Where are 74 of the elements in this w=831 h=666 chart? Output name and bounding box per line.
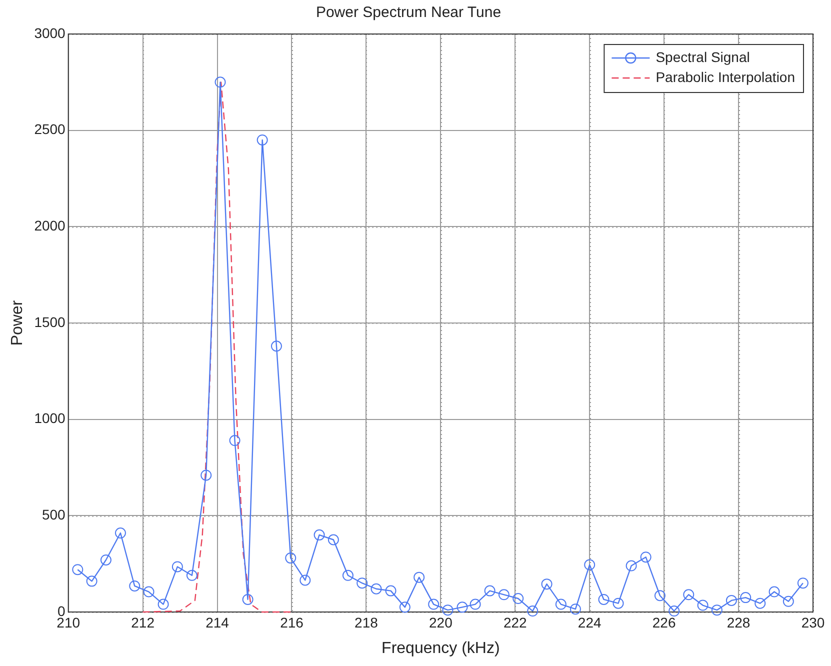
point [186, 570, 198, 581]
point [214, 76, 226, 88]
y-tick-label: 1000 [34, 410, 66, 426]
point [114, 528, 126, 539]
point [385, 585, 396, 596]
x-tick-label: 212 [131, 614, 155, 630]
x-tick-label: 220 [428, 614, 453, 630]
point [754, 598, 766, 609]
point [584, 559, 596, 570]
x-tick-label: 218 [354, 614, 378, 630]
point [640, 552, 652, 563]
point [740, 592, 752, 604]
point [782, 596, 794, 607]
y-tick-label: 1500 [34, 314, 66, 330]
point [72, 564, 84, 576]
point [512, 593, 524, 604]
point [242, 594, 254, 605]
x-tick-label: 230 [801, 614, 825, 630]
point [498, 589, 510, 600]
chart-title: Power Spectrum Near Tune [316, 4, 502, 22]
point [768, 586, 780, 598]
point [697, 600, 708, 611]
point [414, 572, 425, 583]
point [456, 602, 468, 613]
point [668, 606, 680, 617]
point [370, 583, 382, 594]
y-tick-label: 2000 [34, 218, 66, 234]
point [442, 604, 454, 616]
point [129, 580, 140, 592]
point [428, 598, 440, 610]
point [229, 435, 240, 446]
y-tick-label: 3000 [34, 24, 66, 41]
point [527, 606, 538, 617]
point [172, 561, 183, 572]
legend-label: Parabolic Interpolation [656, 68, 796, 85]
x-tick-label: 222 [503, 614, 528, 630]
point [541, 578, 552, 590]
point [158, 598, 169, 610]
point [570, 604, 581, 615]
point [86, 576, 98, 587]
point [711, 604, 722, 616]
point [399, 602, 410, 613]
point [314, 529, 325, 540]
point [300, 574, 311, 586]
point [356, 578, 368, 589]
point [726, 594, 737, 606]
point [555, 598, 566, 610]
point [484, 585, 496, 596]
x-tick-label: 214 [206, 614, 230, 630]
point [342, 570, 354, 581]
y-tick-label: 2500 [34, 121, 66, 138]
x-tick-label: 228 [726, 614, 750, 630]
point [270, 340, 282, 352]
point [683, 589, 694, 600]
point [626, 560, 637, 572]
x-tick-label: 216 [280, 614, 304, 630]
point [328, 534, 339, 546]
x-tick-label: 224 [578, 614, 602, 630]
y-tick-label: 0 [58, 602, 66, 619]
point [654, 590, 666, 602]
point [200, 470, 212, 481]
point [470, 598, 481, 610]
y-tick-label: 500 [42, 506, 66, 523]
point [100, 554, 112, 566]
legend-label: Spectral Signal [656, 48, 750, 65]
point [598, 594, 610, 605]
y-axis-title: Power [9, 300, 26, 346]
point [285, 552, 296, 564]
x-axis-title: Frequency (kHz) [382, 640, 500, 657]
x-tick-label: 226 [652, 614, 676, 630]
point [797, 578, 808, 589]
point [143, 586, 154, 598]
point [612, 598, 624, 609]
point [256, 134, 268, 146]
